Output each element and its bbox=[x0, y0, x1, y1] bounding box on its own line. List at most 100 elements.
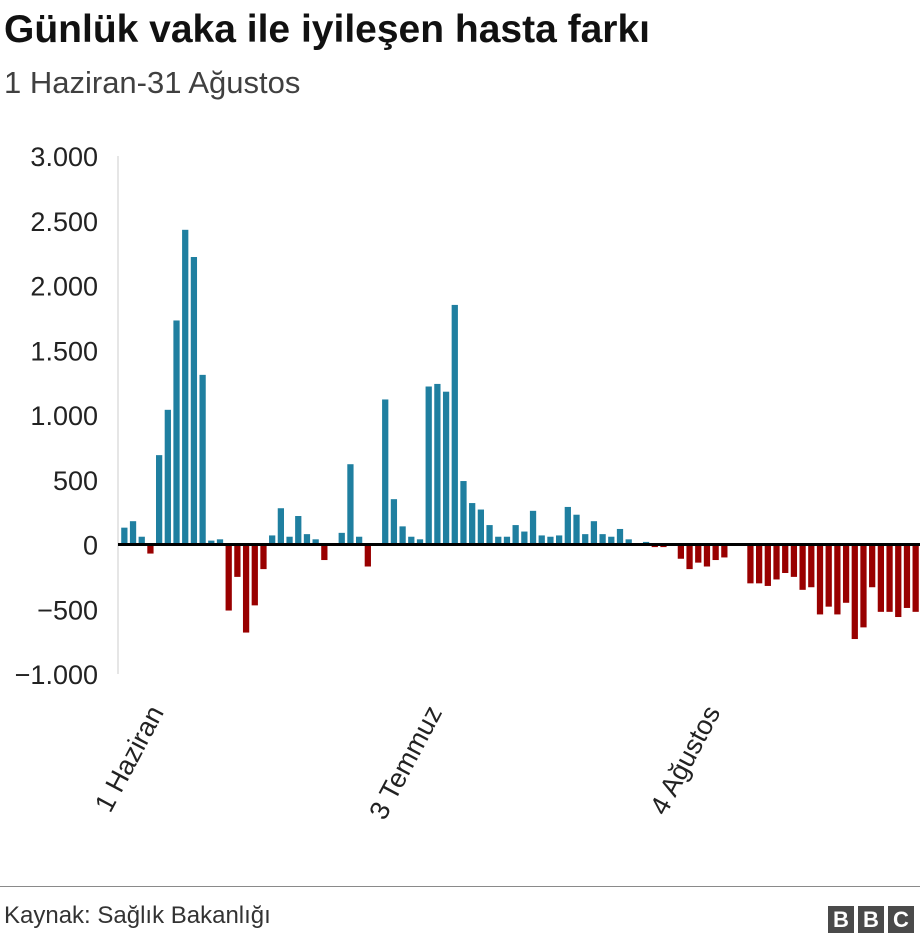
bar bbox=[782, 544, 789, 573]
bar bbox=[147, 544, 154, 554]
bar bbox=[451, 304, 458, 545]
bar bbox=[860, 544, 867, 628]
bar bbox=[312, 539, 319, 545]
x-tick-label: 3 Temmuz bbox=[363, 701, 448, 825]
chart-subtitle: 1 Haziran-31 Ağustos bbox=[4, 65, 301, 100]
bar bbox=[416, 539, 424, 545]
bar bbox=[616, 528, 624, 545]
bar bbox=[764, 544, 771, 586]
bar bbox=[608, 536, 615, 545]
bar bbox=[686, 544, 693, 570]
y-tick-label: 3.000 bbox=[30, 142, 98, 172]
bar bbox=[912, 544, 919, 612]
y-tick-label: 1.000 bbox=[30, 401, 98, 431]
bar bbox=[895, 544, 902, 618]
bar bbox=[521, 531, 528, 545]
bar bbox=[434, 383, 441, 545]
bar bbox=[138, 536, 145, 545]
bar bbox=[390, 499, 398, 545]
y-tick-label: −1.000 bbox=[15, 660, 98, 690]
bar bbox=[503, 536, 511, 545]
bbc-logo: B B C bbox=[828, 906, 914, 933]
bar bbox=[512, 525, 519, 545]
bar bbox=[556, 535, 563, 545]
y-tick-label: −500 bbox=[37, 595, 98, 625]
bar bbox=[495, 536, 502, 545]
bar bbox=[625, 539, 632, 545]
bbc-logo-letter: C bbox=[888, 906, 914, 933]
bar bbox=[225, 544, 232, 611]
x-tick-label: 1 Haziran bbox=[89, 701, 170, 817]
bar bbox=[564, 506, 571, 545]
y-tick-label: 2.500 bbox=[30, 207, 98, 237]
bar bbox=[295, 516, 302, 545]
bar bbox=[347, 464, 354, 545]
bar bbox=[469, 503, 476, 545]
footer-divider bbox=[0, 886, 920, 887]
bar bbox=[425, 386, 432, 545]
bar bbox=[182, 229, 189, 545]
bar bbox=[573, 514, 580, 545]
bar bbox=[756, 544, 763, 584]
bars bbox=[121, 229, 919, 640]
bar bbox=[712, 544, 719, 561]
bar bbox=[260, 544, 267, 570]
y-tick-label: 0 bbox=[83, 531, 98, 561]
bar bbox=[303, 534, 311, 545]
bar bbox=[382, 399, 389, 545]
bar bbox=[834, 544, 841, 615]
bar bbox=[242, 544, 250, 633]
bar bbox=[321, 544, 328, 561]
bar bbox=[773, 544, 780, 580]
bar bbox=[199, 374, 206, 545]
bar bbox=[590, 521, 598, 545]
bar bbox=[442, 391, 450, 545]
bar bbox=[790, 544, 798, 577]
bar bbox=[460, 481, 467, 545]
bar bbox=[747, 544, 754, 584]
bar bbox=[869, 544, 876, 588]
bar bbox=[842, 544, 850, 603]
bar bbox=[547, 536, 554, 545]
bar bbox=[156, 455, 163, 545]
bar bbox=[799, 544, 806, 590]
bbc-logo-letter: B bbox=[828, 906, 854, 933]
bar bbox=[338, 532, 345, 545]
bar bbox=[251, 544, 258, 606]
chart-title: Günlük vaka ile iyileşen hasta farkı bbox=[4, 8, 650, 51]
bar bbox=[277, 508, 284, 545]
bar bbox=[825, 544, 832, 607]
bbc-logo-letter: B bbox=[858, 906, 884, 933]
bar bbox=[356, 536, 363, 545]
bar bbox=[486, 525, 493, 545]
bar bbox=[286, 536, 293, 545]
bar bbox=[173, 320, 180, 545]
bar bbox=[538, 535, 545, 545]
bar bbox=[399, 526, 406, 545]
bar bbox=[269, 535, 276, 545]
x-axis-ticks: 1 Haziran 3 Temmuz 4 Ağustos bbox=[89, 701, 726, 825]
bar bbox=[599, 534, 606, 545]
bar bbox=[721, 544, 728, 558]
bar bbox=[851, 544, 858, 640]
bar bbox=[208, 540, 215, 545]
y-tick-label: 1.500 bbox=[30, 336, 98, 366]
bar bbox=[234, 544, 241, 577]
bar bbox=[529, 510, 537, 545]
bar bbox=[816, 544, 824, 615]
y-tick-label: 2.000 bbox=[30, 272, 98, 302]
bar bbox=[164, 409, 171, 545]
bar bbox=[190, 257, 198, 545]
bar bbox=[703, 544, 711, 567]
bar bbox=[129, 521, 137, 545]
bar bbox=[695, 544, 702, 563]
bar bbox=[364, 544, 371, 567]
x-tick-label: 4 Ağustos bbox=[644, 701, 726, 820]
y-axis-ticks: 3.000 2.500 2.000 1.500 1.000 500 0 −500 −1.000 bbox=[15, 142, 98, 690]
bar bbox=[877, 544, 884, 612]
bar bbox=[216, 539, 224, 545]
bar bbox=[121, 527, 128, 545]
bar bbox=[408, 536, 415, 545]
bar bbox=[903, 544, 911, 608]
y-tick-label: 500 bbox=[53, 466, 98, 496]
